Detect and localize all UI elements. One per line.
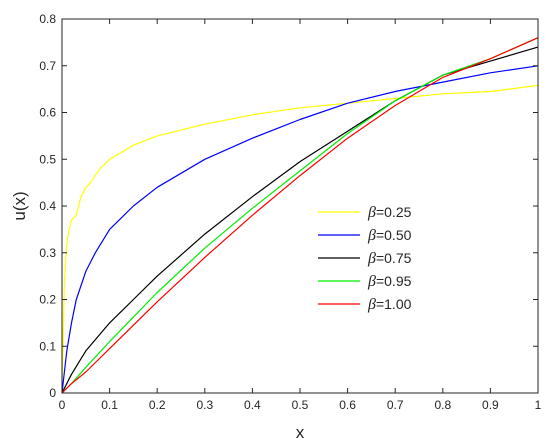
x-tick-label: 0.1	[101, 398, 118, 412]
x-tick-label: 0.2	[149, 398, 166, 412]
legend-beta-symbol: β	[367, 296, 376, 313]
x-tick-label: 0.6	[339, 398, 356, 412]
x-tick-label: 0.4	[244, 398, 261, 412]
y-tick-label: 0.6	[39, 106, 56, 120]
series-line-1	[61, 65, 539, 394]
x-tick-label: 1	[535, 398, 542, 412]
legend-beta-value: =0.75	[376, 250, 412, 266]
legend-beta-value: =1.00	[376, 296, 412, 312]
legend-label-3: β=0.95	[367, 273, 412, 290]
y-axis-title: u(x)	[10, 191, 29, 220]
plot-area	[62, 19, 538, 393]
x-tick-label: 0.5	[292, 398, 309, 412]
series-layer	[61, 37, 539, 394]
legend-beta-symbol: β	[367, 204, 376, 221]
x-tick-label: 0	[59, 398, 66, 412]
y-tick-label: 0.1	[39, 339, 56, 353]
x-tick-label: 0.8	[434, 398, 451, 412]
legend-label-1: β=0.50	[367, 227, 412, 244]
legend-beta-symbol: β	[367, 227, 376, 244]
ticks-layer: 0 0.1 0.2 0.3 0.4 0.5 0.6 0.7 0.8 0.9 1 0 0.1 0.2 0.3 0…	[39, 12, 541, 412]
legend-label-4: β=1.00	[367, 296, 412, 313]
legend-beta-symbol: β	[367, 273, 376, 290]
y-tick-label: 0	[49, 386, 56, 400]
legend-beta-value: =0.95	[376, 273, 412, 289]
x-tick-label: 0.3	[196, 398, 213, 412]
legend-beta-value: =0.25	[376, 204, 412, 220]
y-tick-label: 0.2	[39, 293, 56, 307]
legend-label-2: β=0.75	[367, 250, 412, 267]
y-tick-label: 0.5	[39, 152, 56, 166]
y-tick-label: 0.4	[39, 199, 56, 213]
legend-beta-symbol: β	[367, 250, 376, 267]
legend-beta-value: =0.50	[376, 227, 412, 243]
y-tick-label: 0.8	[39, 12, 56, 26]
x-tick-label: 0.7	[387, 398, 404, 412]
legend: β=0.25β=0.50β=0.75β=0.95β=1.00	[318, 204, 412, 313]
y-tick-label: 0.7	[39, 59, 56, 73]
x-axis-title: x	[296, 423, 305, 442]
y-tick-label: 0.3	[39, 246, 56, 260]
series-line-4	[61, 37, 539, 394]
series-line-0	[61, 84, 539, 391]
x-tick-label: 0.9	[482, 398, 499, 412]
series-line-3	[61, 37, 539, 394]
legend-label-0: β=0.25	[367, 204, 412, 221]
